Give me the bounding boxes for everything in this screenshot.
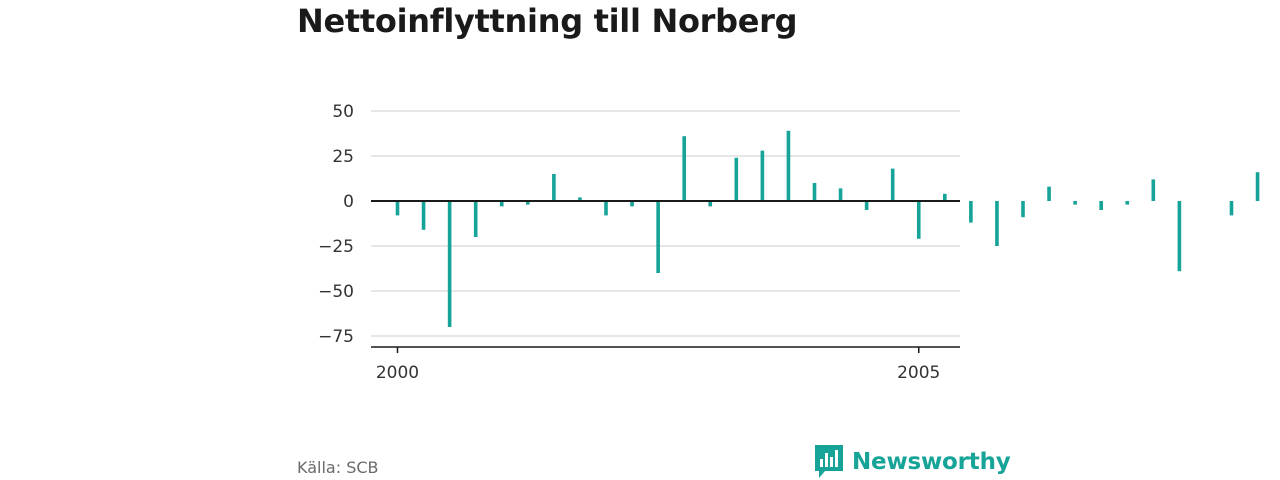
bar — [708, 201, 713, 207]
y-tick-label: −50 — [318, 282, 354, 302]
y-tick-label: 25 — [332, 147, 354, 167]
y-tick-label: 0 — [343, 192, 354, 212]
bar — [578, 197, 582, 201]
bar — [1047, 186, 1051, 201]
bar — [786, 130, 791, 201]
bar — [630, 201, 634, 207]
x-tick-labels: 200020052010201520202025 — [376, 363, 941, 383]
bar — [864, 201, 869, 210]
bar-series — [395, 130, 1260, 327]
bar — [838, 188, 843, 201]
bar — [734, 157, 739, 201]
y-tick-label: −25 — [318, 237, 354, 257]
bar — [682, 136, 686, 201]
bar — [1151, 179, 1156, 201]
grid-lines — [371, 110, 960, 337]
bar — [656, 201, 660, 273]
chart-title: Nettoinflyttning till Norberg — [297, 2, 798, 40]
bar — [890, 168, 895, 201]
bar — [812, 183, 817, 201]
y-tick-label: 50 — [332, 102, 354, 122]
y-tick-label: −75 — [318, 327, 354, 347]
bar — [1099, 201, 1103, 210]
brand-name: Newsworthy — [852, 449, 1011, 475]
bar — [995, 201, 999, 246]
bar — [604, 201, 608, 216]
bar — [943, 193, 947, 201]
bar — [969, 201, 973, 223]
bar — [526, 201, 530, 205]
x-tick-label: 2000 — [376, 363, 419, 383]
bar — [421, 201, 426, 230]
bar — [1177, 201, 1182, 272]
bar — [473, 201, 478, 237]
bar — [447, 201, 452, 327]
axes — [371, 200, 960, 353]
x-tick-label: 2005 — [897, 363, 940, 383]
bar — [760, 150, 765, 201]
bar — [1229, 201, 1234, 216]
bar — [1255, 172, 1260, 201]
bar — [1021, 201, 1025, 218]
brand-logo: Newsworthy — [815, 445, 1011, 479]
bar — [1125, 201, 1130, 205]
bar — [1073, 201, 1077, 205]
bar-chart-logo-icon — [815, 445, 843, 478]
bar — [395, 201, 400, 216]
source-note: Källa: SCB — [297, 458, 379, 477]
bar — [916, 201, 921, 239]
bar — [552, 174, 556, 201]
y-tick-labels: 50 25 0 −25 −50 −75 — [318, 102, 354, 347]
bar — [499, 201, 504, 207]
